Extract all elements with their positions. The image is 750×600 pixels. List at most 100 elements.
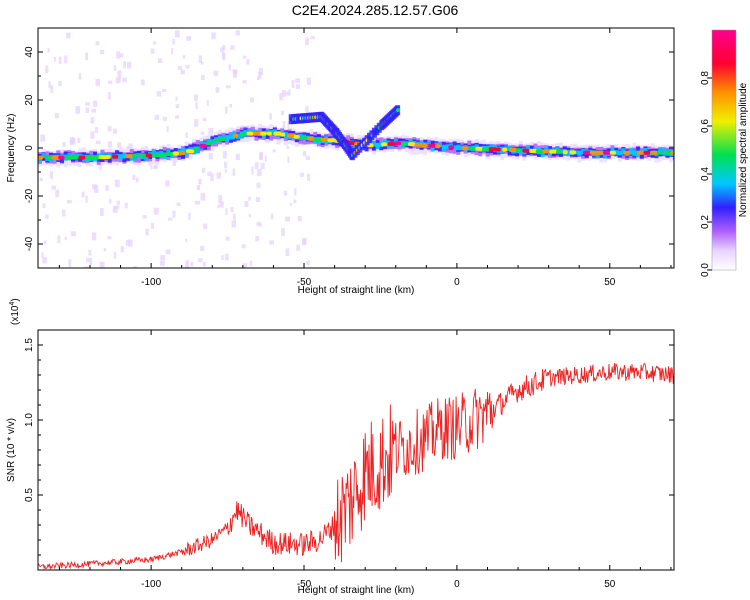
spectrogram-speckle	[141, 79, 145, 86]
spectrogram-speckle	[244, 201, 249, 207]
spectrogram-speckle	[103, 247, 106, 252]
spectrogram-peak	[347, 140, 356, 145]
spectrogram-speckle	[40, 134, 46, 142]
spectrogram-speckle	[160, 254, 166, 261]
spectrogram-cell	[614, 150, 619, 155]
spectrogram-peak	[603, 150, 612, 155]
spectrogram-speckle	[185, 64, 190, 69]
colorbar-tick-label: 0.0	[700, 263, 711, 277]
spectrogram-peak	[589, 150, 599, 155]
spectrogram-speckle	[195, 200, 200, 205]
spectrogram-peak	[569, 150, 577, 155]
spectrogram-speckle	[207, 171, 212, 176]
spectrogram-cell	[643, 147, 648, 154]
spectrogram-speckle	[172, 38, 175, 45]
snr-x-axis-label: Height of straight line (km)	[298, 585, 415, 596]
spectrogram-speckle	[218, 194, 223, 203]
spectrogram-speckle	[213, 70, 219, 76]
spectrogram-peak	[185, 149, 195, 154]
spectrogram-speckle	[125, 239, 130, 246]
spectrogram-peak	[596, 150, 604, 155]
spectrogram-speckle	[251, 166, 254, 175]
spectrogram-peak	[421, 143, 428, 148]
snr-y-tick-label: 0.5	[24, 488, 35, 502]
spectrogram-speckle	[248, 213, 252, 218]
spectrogram-speckle	[39, 177, 43, 182]
spectrogram-cell	[144, 153, 149, 161]
snr-y-tick-label: 1.5	[24, 338, 35, 352]
spectrogram-speckle	[256, 182, 261, 189]
spectrogram-speckle	[201, 74, 205, 81]
spectrogram-speckle	[45, 65, 49, 73]
spectrogram-speckle	[225, 208, 228, 216]
spectrogram-peak	[562, 150, 568, 155]
spectrogram-speckle	[206, 100, 209, 106]
spectrogram-speckle	[293, 199, 297, 204]
spectrogram-cell	[603, 152, 608, 159]
spectrogram-peak	[461, 146, 469, 151]
snr-x-tick-label: 50	[604, 579, 616, 590]
spectrogram-peak	[488, 147, 497, 152]
spectrogram-peak	[226, 135, 236, 140]
spectrogram-speckle	[255, 197, 260, 202]
spectrogram-cell	[507, 145, 512, 151]
spectrogram-cell	[489, 144, 494, 150]
spectrogram-speckle	[224, 253, 229, 261]
spectrogram-peak	[522, 148, 530, 153]
spectrogram-peak	[179, 150, 185, 155]
spectrogram-speckle	[283, 190, 288, 196]
spectrogram-cell	[452, 145, 457, 151]
spectrogram-speckle	[282, 90, 286, 97]
spectrogram-peak	[327, 138, 336, 143]
spectrogram-speckle	[185, 238, 188, 243]
spectrogram-speckle	[132, 266, 137, 268]
colorbar-tick-label: 0.4	[700, 167, 711, 181]
spectrogram-peak	[414, 142, 423, 147]
spectrogram-peak	[159, 152, 167, 157]
spectrogram-speckle	[112, 206, 118, 213]
spectrogram-speckle	[295, 84, 301, 89]
spectrogram-speckle	[200, 131, 205, 135]
spectrogram-peak	[91, 155, 101, 160]
snr-ticks: -100 -50 0 50 0.5 1.0 1.5	[24, 330, 674, 590]
spectrogram-branch-peak	[396, 108, 401, 113]
spectrogram-peak	[132, 153, 139, 158]
spectrogram-speckle	[175, 104, 180, 109]
spectrogram-speckle	[156, 91, 162, 97]
spectrogram-speckle	[85, 52, 89, 61]
spectrogram-peak	[239, 132, 246, 137]
spectrogram-peak	[199, 143, 207, 148]
snr-plot-area	[38, 330, 674, 570]
spectrogram-peak	[495, 147, 501, 152]
spectrogram-speckle	[117, 70, 122, 79]
spectrogram-cell	[41, 152, 46, 159]
spectrogram-speckle	[216, 172, 221, 179]
spectrogram-cell	[621, 148, 626, 154]
spectrogram-peak	[468, 146, 476, 151]
spectrogram-speckle	[124, 202, 128, 209]
spectrogram-speckle	[287, 121, 290, 128]
spectrogram-speckle	[185, 260, 190, 268]
spectrogram-peak	[650, 150, 658, 155]
spectrogram-speckle	[242, 80, 247, 84]
spectrogram-speckle	[296, 244, 300, 251]
spectrogram-peak	[381, 142, 388, 147]
spectrogram-speckle	[197, 258, 203, 263]
spectrogram-speckle	[190, 261, 194, 267]
spectrogram-speckle	[185, 132, 188, 139]
spectrogram-peak	[407, 142, 416, 147]
spectrogram-speckle	[41, 252, 44, 259]
spectrogram-speckle	[120, 246, 124, 253]
snr-y-axis-label: SNR (10 * v/v)	[6, 418, 17, 482]
spectrogram-speckle	[222, 52, 226, 59]
spectrogram-peak	[515, 148, 522, 153]
spectrogram-speckle	[260, 163, 265, 170]
spectrogram-peak	[629, 150, 637, 155]
spectrogram-peak	[576, 150, 584, 155]
spectrogram-speckle	[226, 85, 231, 89]
spectrogram-speckle	[195, 101, 198, 110]
spectrogram-speckle	[94, 185, 99, 193]
spectrogram-peak	[78, 155, 86, 160]
spectrogram-panel: -100 -50 0 50 -40 -20 0 20 40 Height of straight…	[6, 27, 675, 296]
spectrogram-speckle	[305, 106, 309, 113]
